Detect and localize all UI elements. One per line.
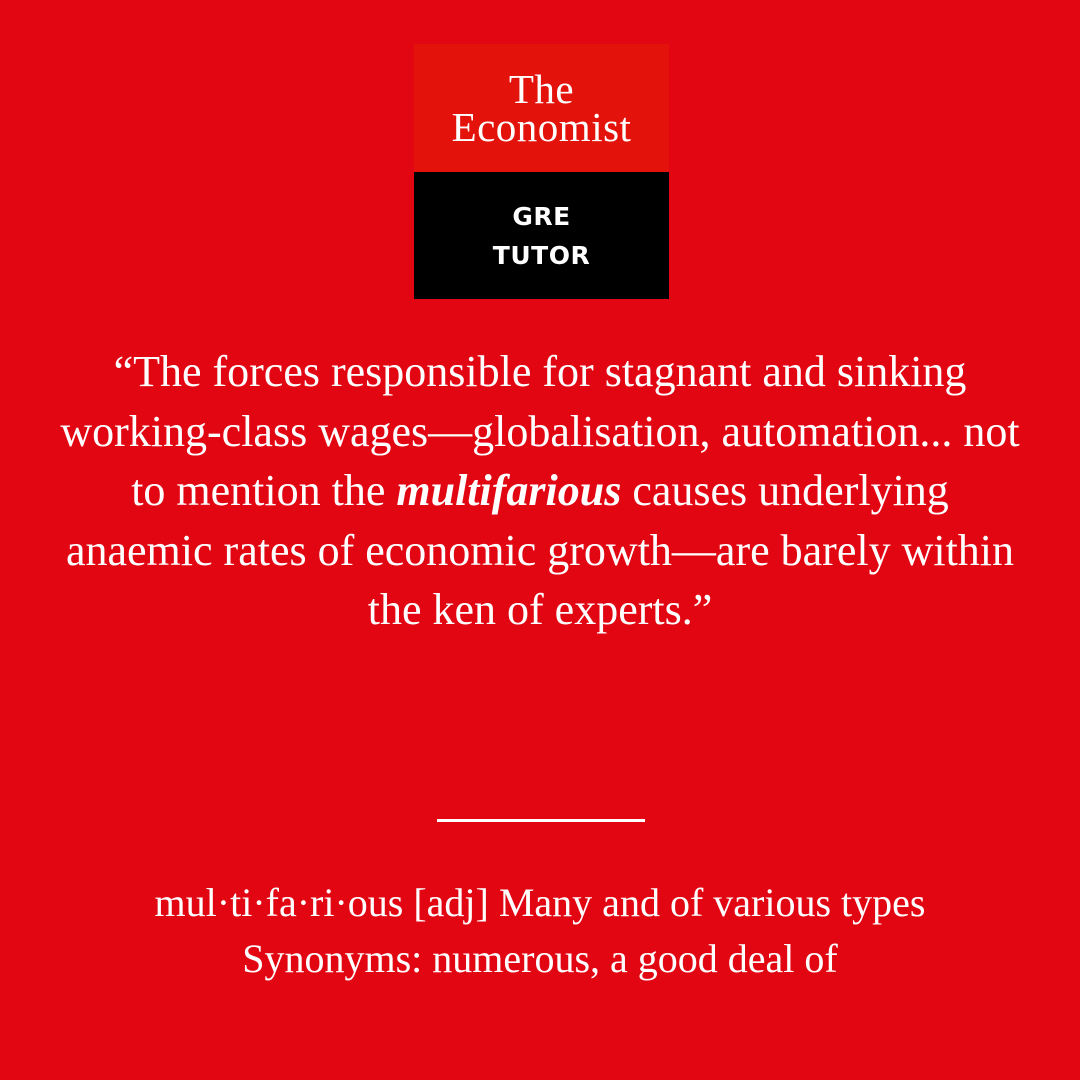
quote-text: “The forces responsible for stagnant and… <box>60 342 1020 640</box>
logo-subtitle-block: GRE TUTOR <box>414 172 669 299</box>
definition-entry: mul·ti·fa·ri·ous [adj] Many and of vario… <box>154 880 926 925</box>
logo-subtitle-gre: GRE <box>512 201 571 231</box>
quote-highlight-word: multifarious <box>396 466 622 515</box>
economist-logo: The Economist GRE TUTOR <box>414 44 669 299</box>
logo-masthead: The Economist <box>414 44 669 172</box>
definition-synonyms: Synonyms: numerous, a good deal of <box>242 936 838 981</box>
logo-subtitle-tutor: TUTOR <box>492 240 591 270</box>
logo-line-the: The <box>508 66 575 112</box>
definition-block: mul·ti·fa·ri·ous [adj] Many and of vario… <box>40 875 1040 987</box>
divider-line <box>437 819 645 822</box>
quote-before: “The forces responsible for stagnant and… <box>60 347 1020 515</box>
logo-line-economist: Economist <box>451 104 632 150</box>
quote-after: causes underlying anaemic rates of econo… <box>65 466 1015 634</box>
